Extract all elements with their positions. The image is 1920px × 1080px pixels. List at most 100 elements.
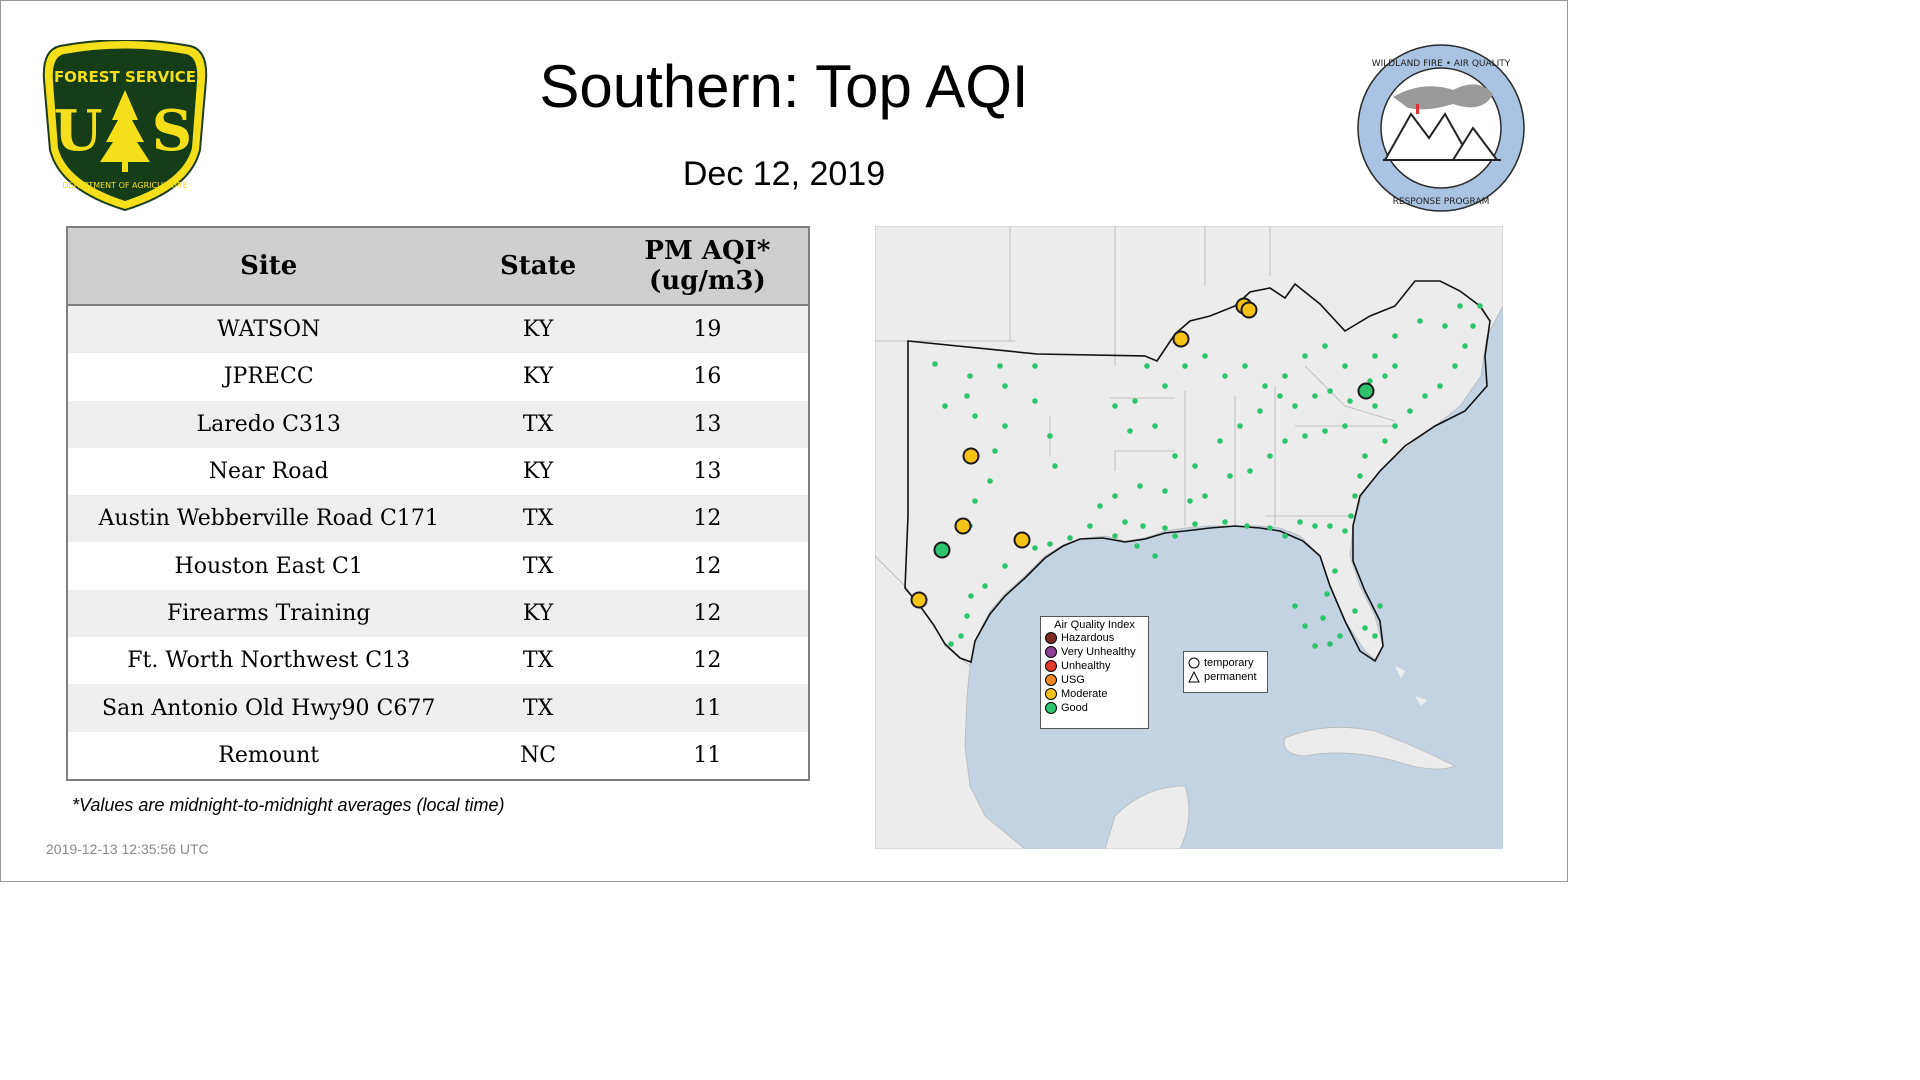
aqi-map[interactable]	[875, 226, 1503, 849]
monitor-marker-good[interactable]	[1032, 398, 1038, 404]
monitor-marker-good[interactable]	[1477, 303, 1483, 309]
monitor-marker-good[interactable]	[1047, 541, 1053, 547]
monitor-marker-good[interactable]	[1127, 428, 1133, 434]
monitor-marker-good[interactable]	[1002, 563, 1008, 569]
monitor-marker-good[interactable]	[1462, 343, 1468, 349]
monitor-marker-good[interactable]	[1097, 503, 1103, 509]
monitor-marker-good-large[interactable]	[933, 541, 951, 559]
monitor-marker-good[interactable]	[1372, 633, 1378, 639]
monitor-marker-good[interactable]	[1032, 545, 1038, 551]
monitor-marker-good[interactable]	[1137, 483, 1143, 489]
monitor-marker-good[interactable]	[1217, 438, 1223, 444]
monitor-marker-good[interactable]	[964, 613, 970, 619]
monitor-marker-good[interactable]	[1202, 493, 1208, 499]
monitor-marker-good[interactable]	[1297, 519, 1303, 525]
monitor-marker-good[interactable]	[1187, 498, 1193, 504]
monitor-marker-good[interactable]	[997, 363, 1003, 369]
monitor-marker-good[interactable]	[1302, 623, 1308, 629]
monitor-marker-good[interactable]	[1172, 453, 1178, 459]
monitor-marker-good[interactable]	[1162, 525, 1168, 531]
monitor-marker-good[interactable]	[1302, 433, 1308, 439]
monitor-marker-good[interactable]	[1237, 423, 1243, 429]
monitor-marker-good[interactable]	[1302, 353, 1308, 359]
monitor-marker-good[interactable]	[1282, 438, 1288, 444]
monitor-marker-moderate[interactable]	[1172, 330, 1190, 348]
monitor-marker-good[interactable]	[1227, 473, 1233, 479]
monitor-marker-good[interactable]	[1347, 398, 1353, 404]
monitor-marker-good[interactable]	[1222, 519, 1228, 525]
monitor-marker-good[interactable]	[1152, 423, 1158, 429]
monitor-marker-good[interactable]	[1257, 408, 1263, 414]
monitor-marker-good[interactable]	[1312, 643, 1318, 649]
monitor-marker-good[interactable]	[1312, 393, 1318, 399]
monitor-marker-good[interactable]	[1357, 473, 1363, 479]
monitor-marker-good[interactable]	[1132, 398, 1138, 404]
monitor-marker-good[interactable]	[1192, 521, 1198, 527]
monitor-marker-good[interactable]	[1332, 568, 1338, 574]
monitor-marker-good[interactable]	[1052, 463, 1058, 469]
monitor-marker-good[interactable]	[942, 403, 948, 409]
monitor-marker-good[interactable]	[1327, 523, 1333, 529]
monitor-marker-good[interactable]	[1362, 453, 1368, 459]
monitor-marker-good[interactable]	[1457, 303, 1463, 309]
monitor-marker-good[interactable]	[1277, 393, 1283, 399]
monitor-marker-good[interactable]	[1452, 363, 1458, 369]
monitor-marker-moderate[interactable]	[1240, 301, 1258, 319]
monitor-marker-good[interactable]	[1267, 453, 1273, 459]
monitor-marker-good[interactable]	[967, 373, 973, 379]
monitor-marker-good[interactable]	[1267, 525, 1273, 531]
monitor-marker-good[interactable]	[1134, 543, 1140, 549]
monitor-marker-good[interactable]	[1192, 463, 1198, 469]
monitor-marker-good[interactable]	[982, 583, 988, 589]
monitor-marker-good[interactable]	[1392, 333, 1398, 339]
monitor-marker-good[interactable]	[1417, 318, 1423, 324]
monitor-marker-good[interactable]	[1348, 513, 1354, 519]
monitor-marker-good[interactable]	[972, 413, 978, 419]
monitor-marker-good[interactable]	[1292, 603, 1298, 609]
monitor-marker-good[interactable]	[1140, 523, 1146, 529]
monitor-marker-good[interactable]	[1032, 363, 1038, 369]
monitor-marker-good[interactable]	[1342, 423, 1348, 429]
monitor-marker-good[interactable]	[1292, 403, 1298, 409]
monitor-marker-good[interactable]	[1352, 493, 1358, 499]
monitor-marker-good[interactable]	[1002, 423, 1008, 429]
monitor-marker-good[interactable]	[1392, 363, 1398, 369]
monitor-marker-good[interactable]	[932, 361, 938, 367]
monitor-marker-good[interactable]	[1122, 519, 1128, 525]
monitor-marker-good[interactable]	[1392, 423, 1398, 429]
monitor-marker-good[interactable]	[1372, 353, 1378, 359]
monitor-marker-good[interactable]	[1144, 363, 1150, 369]
monitor-marker-good[interactable]	[972, 498, 978, 504]
monitor-marker-good[interactable]	[1202, 353, 1208, 359]
monitor-marker-good[interactable]	[1342, 528, 1348, 534]
monitor-marker-good[interactable]	[1242, 363, 1248, 369]
monitor-marker-good[interactable]	[1322, 343, 1328, 349]
monitor-marker-good[interactable]	[968, 593, 974, 599]
monitor-marker-good[interactable]	[1002, 383, 1008, 389]
monitor-marker-good[interactable]	[1162, 488, 1168, 494]
monitor-marker-good[interactable]	[987, 478, 993, 484]
monitor-marker-good[interactable]	[1312, 523, 1318, 529]
monitor-marker-good[interactable]	[1322, 428, 1328, 434]
monitor-marker-good[interactable]	[1367, 378, 1373, 384]
monitor-marker-good[interactable]	[1372, 403, 1378, 409]
monitor-marker-moderate[interactable]	[910, 591, 928, 609]
monitor-marker-good[interactable]	[1182, 363, 1188, 369]
monitor-marker-good[interactable]	[1382, 373, 1388, 379]
monitor-marker-moderate[interactable]	[954, 517, 972, 535]
monitor-marker-good[interactable]	[1470, 323, 1476, 329]
monitor-marker-good[interactable]	[1282, 373, 1288, 379]
monitor-marker-good[interactable]	[1342, 363, 1348, 369]
monitor-marker-good[interactable]	[1067, 535, 1073, 541]
monitor-marker-good[interactable]	[1112, 533, 1118, 539]
monitor-marker-good[interactable]	[1377, 603, 1383, 609]
monitor-marker-good[interactable]	[1362, 625, 1368, 631]
monitor-marker-good[interactable]	[1352, 608, 1358, 614]
monitor-marker-good[interactable]	[958, 633, 964, 639]
monitor-marker-good[interactable]	[1162, 383, 1168, 389]
monitor-marker-good[interactable]	[1327, 388, 1333, 394]
monitor-marker-good[interactable]	[1442, 323, 1448, 329]
monitor-marker-good[interactable]	[1324, 591, 1330, 597]
monitor-marker-good[interactable]	[1262, 383, 1268, 389]
monitor-marker-moderate[interactable]	[1013, 531, 1031, 549]
